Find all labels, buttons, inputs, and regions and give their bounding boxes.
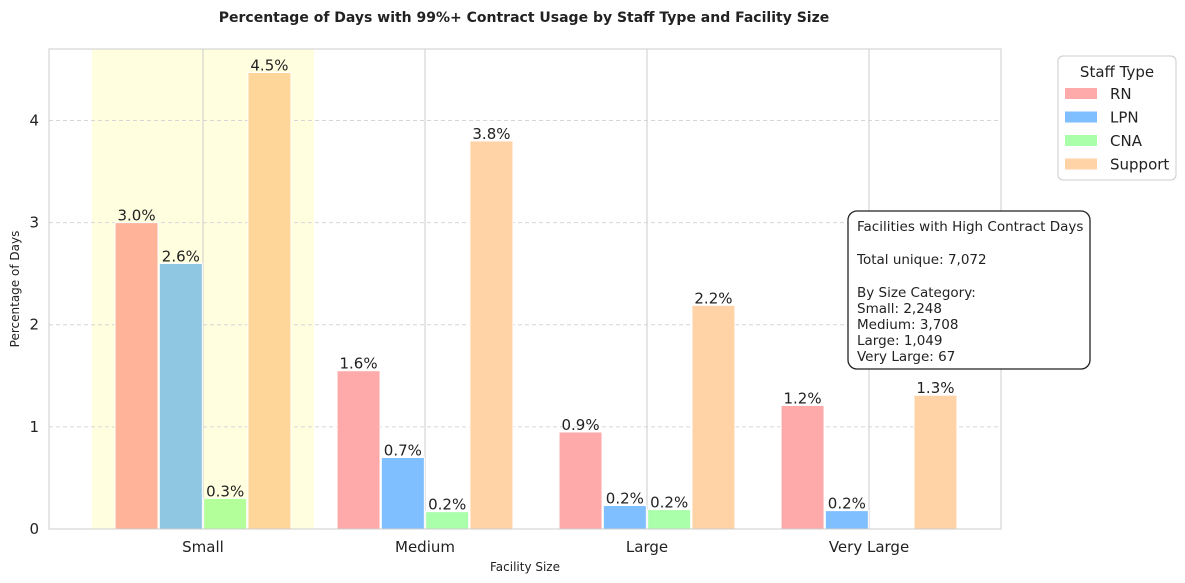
data-label: 3.0% <box>117 207 155 225</box>
data-label: 0.2% <box>650 494 688 512</box>
legend-swatch-cna <box>1065 135 1097 146</box>
legend-label-support: Support <box>1110 156 1169 174</box>
bar-support <box>247 71 292 530</box>
plot-area: 0 1 2 3 4 3.0% 1.6% 0.9% 1.2% 2.6% 0.7% 0.2% 0.2% 0.3… <box>29 48 1002 556</box>
x-tick-label: Small <box>182 538 224 556</box>
data-label: 0.2% <box>428 496 466 514</box>
data-label: 1.6% <box>339 355 377 373</box>
data-label: 3.8% <box>472 125 510 143</box>
bar-cna <box>647 509 692 530</box>
legend-title: Staff Type <box>1080 63 1154 81</box>
bar-rn <box>558 431 603 530</box>
data-label: 1.3% <box>916 379 954 397</box>
bar-support <box>913 394 958 530</box>
data-label: 4.5% <box>250 56 288 74</box>
data-label: 0.3% <box>206 482 244 500</box>
bar-lpn <box>158 262 203 530</box>
annotation-line-very-large: Very Large: 67 <box>857 349 955 365</box>
annotation-total: Total unique: 7,072 <box>856 252 987 268</box>
bar-rn <box>114 222 159 530</box>
x-axis-label: Facility Size <box>490 560 560 574</box>
bar-lpn <box>380 457 425 530</box>
legend-label-rn: RN <box>1110 85 1132 103</box>
annotation-heading: By Size Category: <box>857 285 976 301</box>
y-tick-label: 1 <box>29 418 39 436</box>
legend-label-cna: CNA <box>1110 132 1143 150</box>
legend-swatch-support <box>1065 158 1097 170</box>
bar-lpn <box>824 510 869 530</box>
bar-lpn <box>602 505 647 530</box>
data-label: 1.2% <box>783 389 821 407</box>
y-tick-label: 2 <box>29 316 39 334</box>
data-label: 0.9% <box>561 416 599 434</box>
chart-title: Percentage of Days with 99%+ Contract Us… <box>219 10 829 26</box>
bar-support <box>691 304 736 530</box>
data-label: 2.2% <box>694 289 732 307</box>
legend-swatch-lpn <box>1065 111 1097 123</box>
annotation-line-small: Small: 2,248 <box>857 301 942 317</box>
legend-frame <box>1057 55 1177 181</box>
annotation-box: Facilities with High Contract Days Total… <box>847 210 1091 370</box>
legend-swatch-rn <box>1065 88 1097 99</box>
x-tick-label: Large <box>626 538 668 556</box>
bar-support <box>469 140 514 530</box>
annotation-title: Facilities with High Contract Days <box>857 219 1083 235</box>
data-label: 2.6% <box>162 247 200 265</box>
data-label: 0.7% <box>384 442 422 460</box>
bar-cna <box>203 497 248 530</box>
annotation-line-large: Large: 1,049 <box>857 333 942 349</box>
annotation-frame <box>847 210 1091 370</box>
bar-rn <box>336 370 381 530</box>
y-axis-label: Percentage of Days <box>8 231 22 348</box>
y-tick-label: 0 <box>29 520 39 538</box>
annotation-line-medium: Medium: 3,708 <box>857 317 958 333</box>
data-label: 0.2% <box>606 490 644 508</box>
legend: Staff Type RN LPN CNA Support <box>1057 55 1177 181</box>
data-label: 0.2% <box>828 495 866 513</box>
x-tick-label: Medium <box>395 538 455 556</box>
bar-rn <box>780 404 825 530</box>
bar-cna <box>425 511 470 530</box>
x-tick-label: Very Large <box>829 538 909 556</box>
legend-label-lpn: LPN <box>1110 109 1139 127</box>
y-tick-label: 3 <box>29 214 39 232</box>
y-tick-label: 4 <box>29 111 39 129</box>
